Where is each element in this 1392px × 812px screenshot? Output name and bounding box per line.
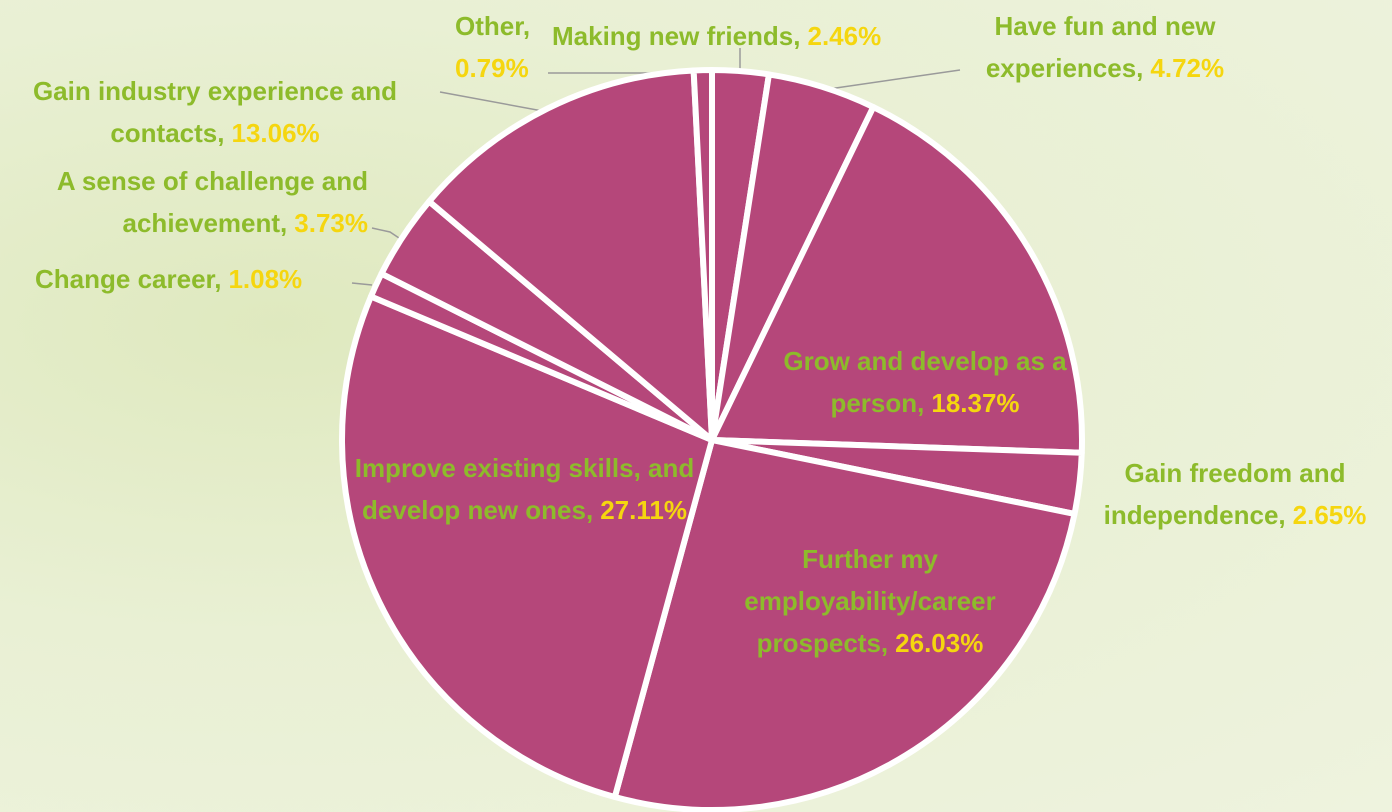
category-name: Grow and develop as a person,: [783, 346, 1067, 418]
leader-line: [439, 91, 549, 113]
pie-slice: [690, 67, 715, 443]
slice-label: A sense of challenge and achievement, 3.7…: [0, 160, 368, 244]
pie-slice: [426, 67, 715, 443]
category-name: Gain freedom and independence,: [1103, 458, 1346, 530]
category-name: Have fun and new experiences,: [985, 11, 1216, 83]
category-name: Further my employability/career prospect…: [744, 544, 996, 658]
leader-line: [351, 282, 373, 286]
value-label: 18.37%: [931, 388, 1020, 418]
pie-slice: [611, 437, 1078, 812]
value-label: 27.11%: [600, 495, 687, 525]
category-name: Gain industry experience and contacts,: [32, 76, 398, 148]
leader-line: [821, 69, 961, 91]
slice-label: Have fun and new experiences, 4.72%: [955, 5, 1255, 89]
category-name: Making new friends,: [552, 21, 801, 51]
category-name: Change career,: [35, 264, 222, 294]
category-name: Other,: [455, 11, 531, 41]
slice-label: Grow and develop as a person, 18.37%: [770, 340, 1080, 424]
category-name: Improve existing skills, and develop new…: [354, 453, 695, 525]
value-label: 3.73%: [294, 208, 368, 238]
slice-label: Gain freedom and independence, 2.65%: [1075, 452, 1392, 536]
value-label: 0.79%: [455, 53, 529, 83]
slice-label: Making new friends, 2.46%: [552, 15, 952, 57]
pie-slice: [339, 293, 715, 801]
value-label: 13.06%: [231, 118, 320, 148]
value-label: 4.72%: [1150, 53, 1225, 83]
pie: [339, 67, 1085, 812]
value-label: 2.65%: [1292, 500, 1367, 530]
value-label: 1.08%: [228, 264, 303, 294]
slice-label: Improve existing skills, and develop new…: [352, 447, 697, 531]
category-name: A sense of challenge and achievement,: [56, 166, 368, 238]
slice-label: Further my employability/career prospect…: [705, 538, 1035, 664]
value-label: 2.46%: [807, 21, 882, 51]
leader-line: [371, 227, 403, 241]
pie-slice: [709, 104, 1085, 456]
slice-label: Gain industry experience and contacts, 13…: [0, 70, 430, 154]
value-label: 26.03%: [895, 628, 984, 658]
slice-label: Other, 0.79%: [455, 5, 550, 89]
slice-label: Change career, 1.08%: [35, 258, 365, 300]
